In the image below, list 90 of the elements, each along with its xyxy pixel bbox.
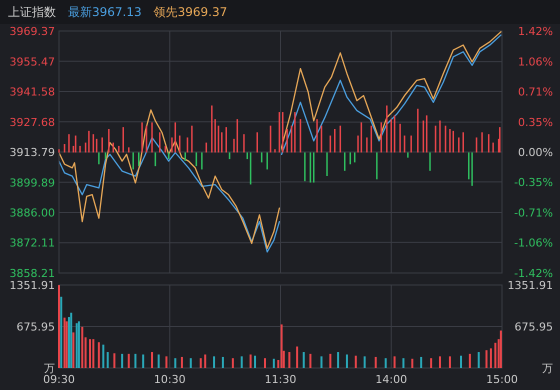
bar [309, 354, 312, 368]
y2-tick-label: -0.35% [514, 176, 553, 189]
bar [272, 358, 275, 368]
y-tick-label: 3941.58 [10, 86, 55, 98]
bar [128, 354, 130, 368]
bar [180, 356, 183, 368]
bar [98, 342, 100, 368]
bar [190, 358, 192, 368]
bar [468, 354, 471, 368]
bar [200, 358, 202, 368]
x-tick-label: 15:00 [486, 373, 518, 386]
y2-tick-label: 0.00% [518, 146, 553, 159]
y2-tick-label: 0.71% [518, 86, 553, 98]
x-tick-label: 09:30 [43, 373, 75, 386]
bar [76, 323, 78, 368]
bar [460, 356, 462, 368]
bar [374, 356, 377, 368]
bar [78, 321, 80, 368]
bar [500, 330, 502, 368]
bar [337, 352, 340, 368]
bar [430, 358, 432, 368]
chart-title: 上证指数 [8, 5, 56, 19]
bar [280, 324, 283, 368]
bar [66, 321, 68, 368]
legend: 最新3967.13 领先3969.37 [68, 5, 228, 19]
bar [411, 358, 414, 368]
y2-tick-label: -1.06% [514, 236, 553, 250]
bar [106, 352, 109, 368]
bar [240, 356, 243, 368]
bar [364, 356, 366, 368]
bar [485, 350, 488, 368]
bar [213, 356, 216, 368]
bar [346, 354, 348, 368]
bar [165, 356, 168, 368]
bar [494, 342, 496, 368]
bar [70, 312, 72, 368]
y2-tick-label: -1.42% [514, 267, 553, 280]
y2-tick-label: 1.06% [518, 56, 553, 69]
y-tick-label: 3955.47 [10, 55, 55, 68]
bar [151, 352, 154, 368]
y-tick-label: 3899.89 [10, 176, 55, 190]
bar [102, 344, 104, 368]
bar [448, 356, 451, 368]
bar [250, 354, 252, 368]
bar [478, 352, 480, 368]
bar [320, 356, 322, 368]
bar [204, 354, 206, 368]
bar [394, 356, 396, 368]
bar [174, 358, 176, 368]
y2-tick-label: 万 [542, 362, 553, 375]
bar [402, 358, 404, 368]
bar [232, 358, 234, 368]
bar [142, 354, 144, 368]
bar [264, 358, 266, 368]
y2-tick-label: 675.95 [514, 320, 553, 334]
y2-tick-label: 1.42% [518, 25, 553, 38]
bar [92, 339, 94, 368]
y-tick-label: 3913.79 [10, 146, 55, 159]
bar [296, 346, 298, 368]
bar [60, 296, 62, 368]
y-tick-label: 1351.91 [10, 279, 55, 292]
x-tick-label: 14:00 [375, 373, 408, 386]
bar [121, 354, 124, 368]
bar [89, 339, 92, 368]
y-tick-label: 675.95 [16, 320, 55, 334]
bar [329, 354, 332, 368]
y-tick-label: 3872.11 [10, 236, 55, 250]
y-tick-label: 3858.21 [10, 267, 55, 280]
bar [490, 348, 492, 368]
y-tick-label: 万 [44, 362, 55, 375]
y2-tick-label: 1351.91 [508, 279, 553, 292]
bar [384, 358, 387, 368]
bar [72, 332, 74, 368]
bar [438, 356, 441, 368]
bar [113, 353, 116, 368]
bar [158, 354, 160, 368]
y2-tick-label: -0.71% [514, 206, 553, 220]
x-tick-label: 11:30 [264, 373, 296, 386]
bar [354, 356, 357, 368]
bar [134, 354, 136, 368]
y2-tick-label: 0.35% [518, 116, 553, 130]
x-tick-label: 10:30 [154, 373, 186, 386]
y-tick-label: 3927.68 [10, 116, 55, 129]
bar [420, 356, 422, 368]
y-tick-label: 3886.00 [10, 206, 55, 220]
bar [81, 326, 84, 368]
bar [288, 352, 290, 368]
bar [222, 356, 224, 368]
bar [302, 352, 305, 368]
y-tick-label: 3969.37 [10, 25, 55, 38]
